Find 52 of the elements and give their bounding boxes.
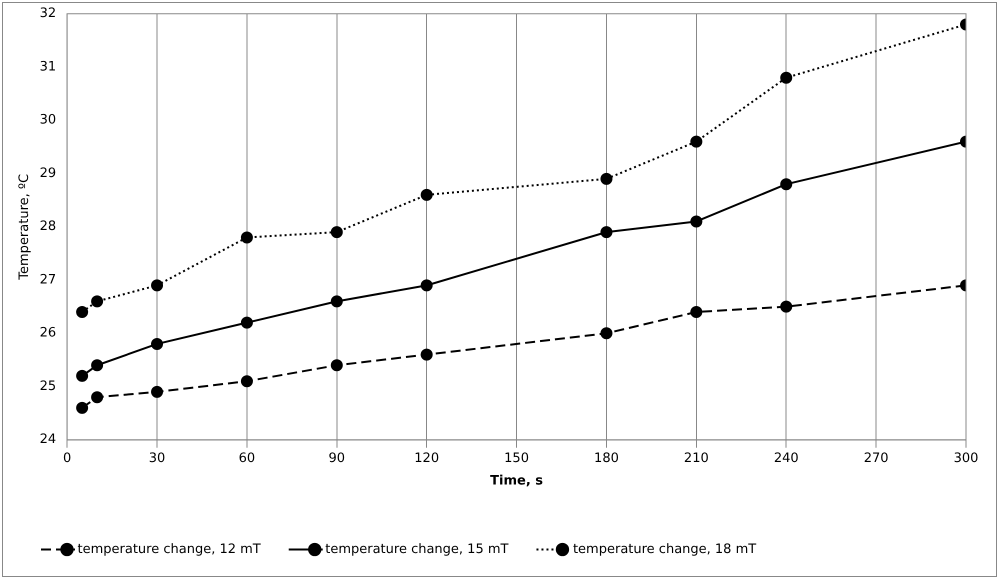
- point: [690, 215, 702, 228]
- point: [780, 72, 792, 84]
- x-tick-label: 210: [684, 450, 709, 466]
- point: [780, 300, 792, 313]
- x-tick-label: 270: [864, 450, 889, 466]
- point: [240, 231, 253, 244]
- x-tick-label: 240: [774, 450, 799, 466]
- point: [91, 391, 104, 404]
- point: [600, 172, 612, 185]
- point: [151, 338, 164, 350]
- point: [330, 359, 343, 372]
- x-tick-label: 60: [238, 450, 256, 466]
- point: [420, 348, 433, 361]
- point: [600, 226, 612, 238]
- x-tick-label: 90: [328, 450, 346, 466]
- point: [330, 226, 343, 238]
- x-tick-label: 150: [504, 450, 529, 466]
- y-tick-label: 25: [40, 378, 56, 394]
- y-tick-label: 29: [40, 166, 56, 181]
- legend-label: temperature change, 12 mT: [78, 542, 261, 557]
- y-tick-label: 26: [40, 326, 56, 341]
- y-axis-title: Temperature, ºC: [17, 174, 32, 281]
- point: [76, 306, 88, 318]
- point: [151, 386, 164, 398]
- x-tick-label: 300: [954, 450, 978, 466]
- x-axis-title: Time, s: [490, 474, 544, 489]
- point: [240, 316, 253, 329]
- y-tick-label: 30: [40, 112, 56, 128]
- point: [91, 295, 104, 308]
- x-tick-label: 0: [63, 450, 72, 466]
- x-tick-label: 180: [594, 450, 619, 466]
- point: [780, 178, 792, 190]
- legend-label: temperature change, 15 mT: [325, 542, 509, 557]
- y-tick-label: 28: [40, 219, 56, 234]
- point: [600, 327, 612, 340]
- point: [690, 306, 702, 318]
- x-tick-label: 30: [148, 450, 166, 466]
- point: [76, 370, 88, 382]
- y-tick-label: 24: [40, 432, 56, 448]
- point: [76, 402, 88, 414]
- y-tick-label: 31: [40, 59, 56, 74]
- point: [690, 136, 702, 148]
- point: [420, 279, 433, 292]
- point: [240, 375, 253, 388]
- x-tick-label: 120: [414, 450, 440, 466]
- point: [151, 279, 164, 292]
- point: [420, 188, 433, 201]
- y-tick-label: 32: [40, 6, 56, 22]
- y-tick-label: 27: [40, 272, 56, 288]
- legend-label: temperature change, 18 mT: [572, 542, 756, 557]
- point: [91, 359, 104, 372]
- point: [330, 295, 343, 308]
